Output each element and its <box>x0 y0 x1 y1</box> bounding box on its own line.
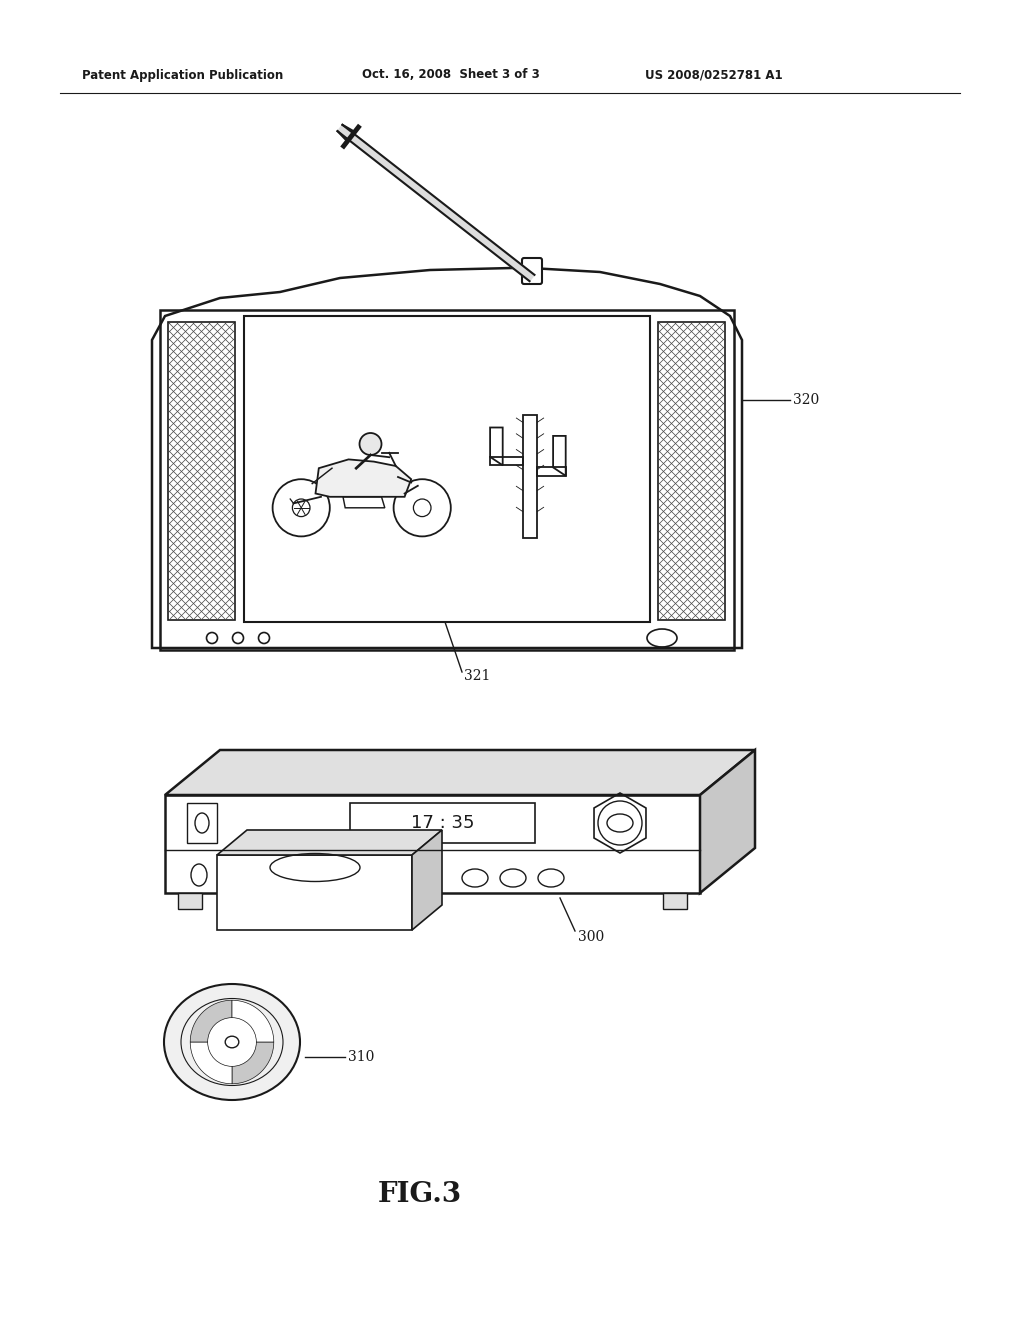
Text: FIG.3: FIG.3 <box>378 1181 462 1209</box>
FancyBboxPatch shape <box>522 257 542 284</box>
Bar <box>178 894 202 909</box>
Ellipse shape <box>164 983 300 1100</box>
Bar <box>160 310 734 649</box>
Wedge shape <box>190 1041 232 1084</box>
Text: Oct. 16, 2008  Sheet 3 of 3: Oct. 16, 2008 Sheet 3 of 3 <box>362 69 540 82</box>
Polygon shape <box>338 125 535 281</box>
Text: US 2008/0252781 A1: US 2008/0252781 A1 <box>645 69 782 82</box>
Bar <box>663 894 687 909</box>
Wedge shape <box>232 1001 273 1041</box>
Bar <box>165 795 700 894</box>
Ellipse shape <box>225 1036 239 1048</box>
Bar <box>168 322 234 620</box>
Polygon shape <box>165 750 755 795</box>
Polygon shape <box>412 830 442 931</box>
Bar <box>187 803 217 843</box>
Wedge shape <box>190 1001 232 1041</box>
Bar <box>244 315 650 622</box>
Text: 300: 300 <box>578 931 604 944</box>
Polygon shape <box>700 750 755 894</box>
Polygon shape <box>315 459 412 496</box>
Text: Patent Application Publication: Patent Application Publication <box>82 69 284 82</box>
Text: 310: 310 <box>348 1049 375 1064</box>
PathPatch shape <box>152 268 742 648</box>
Text: 321: 321 <box>464 669 490 682</box>
Ellipse shape <box>202 1016 262 1068</box>
Text: 320: 320 <box>793 393 819 407</box>
Circle shape <box>359 433 382 455</box>
Polygon shape <box>217 830 442 855</box>
Text: 17 : 35: 17 : 35 <box>411 814 474 832</box>
Wedge shape <box>232 1041 273 1084</box>
Bar <box>658 322 725 620</box>
Bar <box>217 855 412 931</box>
Bar <box>350 803 535 843</box>
